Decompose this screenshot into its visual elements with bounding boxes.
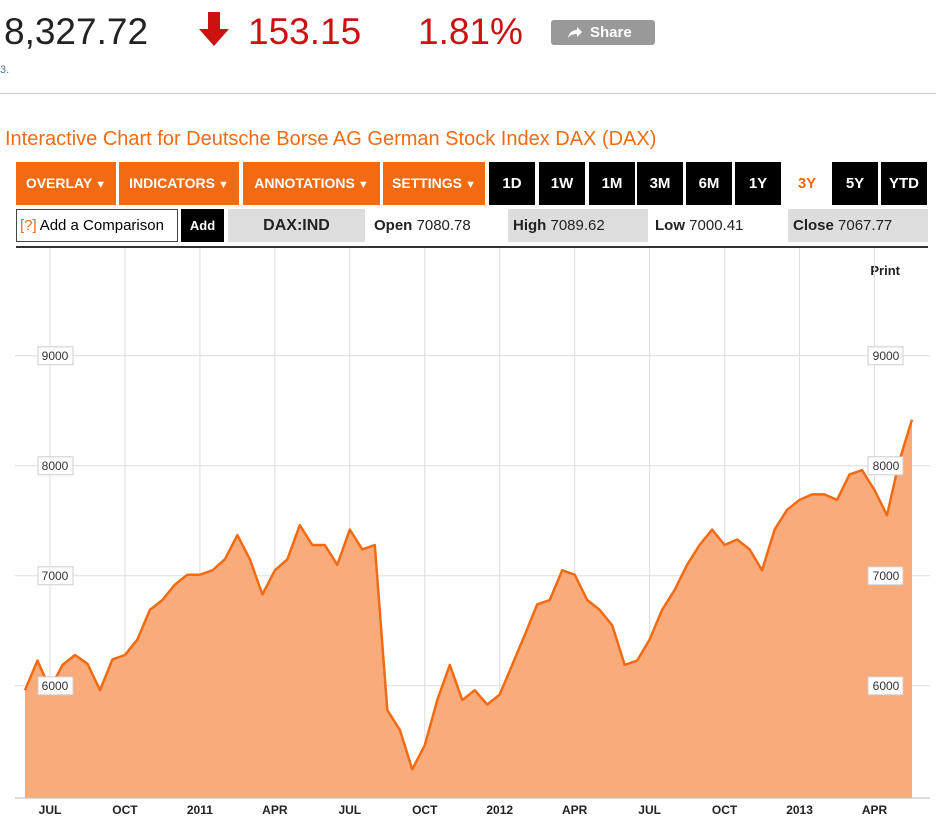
- y-tick-box: [867, 456, 904, 476]
- y-tick-label: 9000: [873, 349, 900, 363]
- x-tick-label: JUL: [338, 803, 361, 817]
- range-button[interactable]: 1Y: [735, 162, 781, 205]
- y-tick-box: [37, 346, 74, 366]
- comparison-input[interactable]: [?] Add a Comparison: [16, 209, 178, 242]
- x-tick-label: 2013: [786, 803, 813, 817]
- range-button[interactable]: 1M: [589, 162, 635, 205]
- open: Open 7080.78: [370, 209, 504, 242]
- x-tick-label: APR: [562, 803, 588, 817]
- y-tick-label: 9000: [42, 349, 69, 363]
- y-tick-box: [37, 566, 74, 586]
- change-percent: 1.81%: [418, 11, 523, 52]
- x-tick-label: OCT: [412, 803, 438, 817]
- change: 153.15: [248, 11, 362, 52]
- open-value: 7080.78: [416, 217, 471, 234]
- low-label: Low: [655, 217, 685, 234]
- note: 3.: [0, 64, 10, 76]
- y-tick-label: 6000: [42, 679, 69, 693]
- range-button[interactable]: 1W: [539, 162, 585, 205]
- high-value: 7089.62: [550, 217, 605, 234]
- menu-button[interactable]: INDICATORS: [119, 162, 239, 205]
- x-tick-label: OCT: [112, 803, 138, 817]
- range-button[interactable]: 6M: [686, 162, 732, 205]
- placeholder: Add a Comparison: [39, 217, 164, 234]
- range-button[interactable]: 3M: [637, 162, 683, 205]
- close: Close 7067.77: [788, 209, 928, 242]
- divider: [0, 93, 936, 94]
- share-label: Share: [590, 24, 632, 41]
- x-tick-label: APR: [262, 803, 288, 817]
- close-value: 7067.77: [838, 217, 893, 234]
- y-tick-label: 8000: [873, 459, 900, 473]
- open-label: Open: [374, 217, 413, 234]
- y-tick-label: 7000: [873, 569, 900, 583]
- help[interactable]: [?]: [20, 217, 37, 234]
- share-button[interactable]: Share: [551, 20, 655, 45]
- y-tick-box: [867, 676, 904, 696]
- x-tick-label: JUL: [638, 803, 661, 817]
- x-tick-label: OCT: [712, 803, 738, 817]
- down-arrow: [199, 12, 229, 46]
- x-tick-label: JUL: [39, 803, 62, 817]
- x-tick-label: 2012: [486, 803, 513, 817]
- chart-title: Interactive Chart for Deutsche Borse AG …: [5, 128, 657, 150]
- high: High 7089.62: [508, 209, 648, 242]
- line: [23, 419, 914, 771]
- share-icon: [568, 27, 582, 38]
- range-button[interactable]: YTD: [881, 162, 927, 205]
- x-tick-label: APR: [862, 803, 888, 817]
- high-label: High: [513, 217, 547, 234]
- range-button[interactable]: 5Y: [832, 162, 878, 205]
- add-button[interactable]: Add: [181, 209, 224, 242]
- y-tick-box: [867, 346, 904, 366]
- y-tick-box: [37, 676, 74, 696]
- area: [25, 419, 912, 798]
- low: Low 7000.41: [650, 209, 781, 242]
- close-label: Close: [793, 217, 834, 234]
- y-tick-box: [37, 456, 74, 476]
- y-tick-label: 7000: [42, 569, 69, 583]
- menu-button[interactable]: ANNOTATIONS: [243, 162, 380, 205]
- low-value: 7000.41: [689, 217, 744, 234]
- print[interactable]: Print: [870, 263, 900, 278]
- range-button[interactable]: 1D: [489, 162, 535, 205]
- menu-button[interactable]: OVERLAY: [16, 162, 116, 205]
- chart: Print 6000 6000 7000 7000 8000 8000 9000 9000 JU…: [15, 248, 930, 817]
- price: 8,327.72: [4, 11, 149, 52]
- symbol: DAX:IND: [228, 209, 365, 242]
- menu-button[interactable]: SETTINGS: [383, 162, 485, 205]
- x-tick-label: 2011: [187, 803, 213, 817]
- y-tick-label: 6000: [873, 679, 900, 693]
- separator: [16, 246, 928, 248]
- y-tick-label: 8000: [42, 459, 69, 473]
- y-tick-box: [867, 566, 904, 586]
- range-button[interactable]: 3Y: [784, 162, 830, 205]
